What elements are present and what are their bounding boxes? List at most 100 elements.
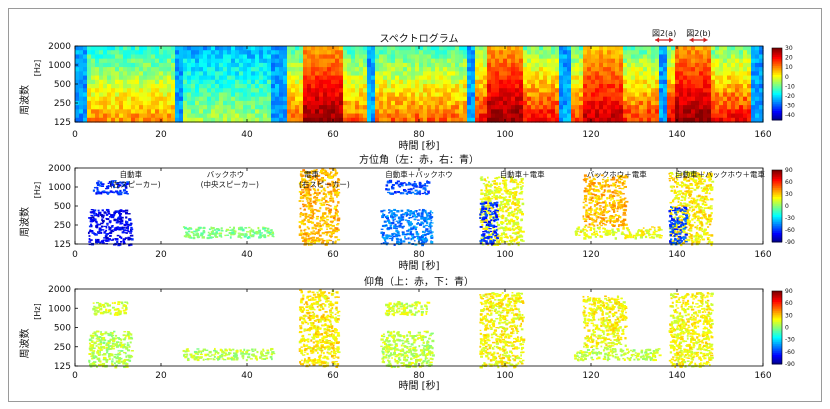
direction-point: [410, 227, 413, 231]
direction-point: [388, 192, 392, 195]
spectrogram-cell: [487, 92, 492, 98]
spectrogram-cell: [559, 62, 564, 68]
spectrogram-cell: [147, 67, 152, 72]
annotation-arrowhead: [655, 37, 674, 43]
spectrogram-cell: [375, 62, 380, 68]
direction-point: [122, 185, 126, 187]
spectrogram-cell: [323, 46, 328, 51]
spectrogram-cell: [455, 50, 460, 56]
direction-point: [92, 218, 95, 220]
spectrogram-cell: [571, 113, 576, 119]
direction-point: [271, 235, 274, 237]
spectrogram-cell: [675, 113, 680, 119]
spectrogram-cell: [243, 100, 248, 106]
spectrogram-cell: [95, 88, 100, 94]
spectrogram-cell: [387, 58, 392, 64]
direction-point: [390, 237, 393, 240]
direction-point: [315, 227, 317, 230]
direction-point: [505, 183, 508, 187]
spectrogram-cell: [159, 62, 164, 68]
spectrogram-cell: [403, 79, 408, 85]
spectrogram-cell: [195, 84, 200, 89]
spectrogram-cell: [187, 117, 192, 123]
spectrogram-cell: [727, 100, 732, 106]
spectrogram-cell: [515, 109, 520, 115]
spectrogram-cell: [543, 58, 548, 64]
spectrogram-cell: [663, 92, 668, 98]
spectrogram-cell: [387, 84, 392, 89]
spectrogram-cell: [131, 75, 136, 81]
spectrogram-cell: [331, 62, 336, 68]
spectrogram-cell: [695, 88, 700, 94]
direction-point: [411, 236, 415, 240]
spectrogram-cell: [459, 71, 464, 77]
x-tick-label: 40: [241, 130, 253, 140]
direction-point: [399, 239, 402, 242]
spectrogram-cell: [563, 88, 568, 94]
spectrogram-cell: [559, 88, 564, 94]
direction-point: [386, 181, 390, 184]
spectrogram-cell: [643, 54, 648, 60]
direction-point: [401, 218, 405, 221]
spectrogram-cell: [495, 117, 500, 123]
spectrogram-cell: [399, 109, 404, 115]
spectrogram-cell: [419, 58, 424, 64]
spectrogram-cell: [431, 50, 436, 56]
spectrogram-cell: [711, 100, 716, 106]
spectrogram-cell: [607, 58, 612, 64]
spectrogram-cell: [115, 92, 120, 98]
spectrogram-cell: [115, 113, 120, 119]
direction-point: [336, 218, 340, 222]
spectrogram-cell: [223, 79, 228, 85]
spectrogram-cell: [147, 54, 152, 60]
spectrogram-cell: [295, 75, 300, 81]
spectrogram-cell: [215, 100, 220, 106]
spectrogram-cell: [639, 113, 644, 119]
direction-point: [106, 222, 109, 225]
spectrogram-cell: [311, 109, 316, 115]
spectrogram-cell: [327, 62, 332, 68]
colorbar-segment: [772, 60, 782, 63]
direction-point: [312, 193, 315, 195]
spectrogram-cell: [391, 50, 396, 56]
spectrogram-cell: [403, 113, 408, 119]
spectrogram-cell: [419, 54, 424, 60]
direction-point: [505, 219, 508, 222]
spectrogram-cell: [667, 109, 672, 115]
spectrogram-cell: [239, 117, 244, 123]
spectrogram-cell: [271, 79, 276, 85]
direction-point: [482, 204, 486, 206]
spectrogram-cell: [439, 117, 444, 123]
spectrogram-cell: [215, 71, 220, 77]
direction-point: [318, 238, 321, 241]
spectrogram-cell: [187, 100, 192, 106]
spectrogram-cell: [739, 71, 744, 77]
spectrogram-cell: [495, 79, 500, 85]
spectrogram-cell: [439, 100, 444, 106]
direction-point: [335, 209, 338, 212]
colorbar-tick-label: 10: [785, 64, 793, 71]
spectrogram-cell: [427, 58, 432, 64]
spectrogram-cell: [339, 46, 344, 51]
spectrogram-cell: [591, 109, 596, 115]
spectrogram-cell: [583, 58, 588, 64]
spectrogram-cell: [387, 50, 392, 56]
direction-point: [418, 209, 421, 211]
spectrogram-cell: [247, 67, 252, 72]
spectrogram-cell: [527, 105, 532, 110]
spectrogram-cell: [419, 92, 424, 98]
direction-point: [520, 238, 524, 242]
spectrogram-cell: [315, 88, 320, 94]
direction-point: [322, 212, 326, 215]
spectrogram-cell: [491, 50, 496, 56]
spectrogram-cell: [127, 84, 132, 89]
spectrogram-cell: [275, 84, 280, 89]
spectrogram-cell: [755, 92, 760, 98]
spectrogram-cell: [715, 117, 720, 123]
spectrogram-cell: [739, 62, 744, 68]
direction-point: [113, 227, 116, 229]
spectrogram-cell: [439, 79, 444, 85]
direction-point: [516, 241, 521, 244]
spectrogram-cell: [591, 92, 596, 98]
spectrogram-cell: [599, 62, 604, 68]
